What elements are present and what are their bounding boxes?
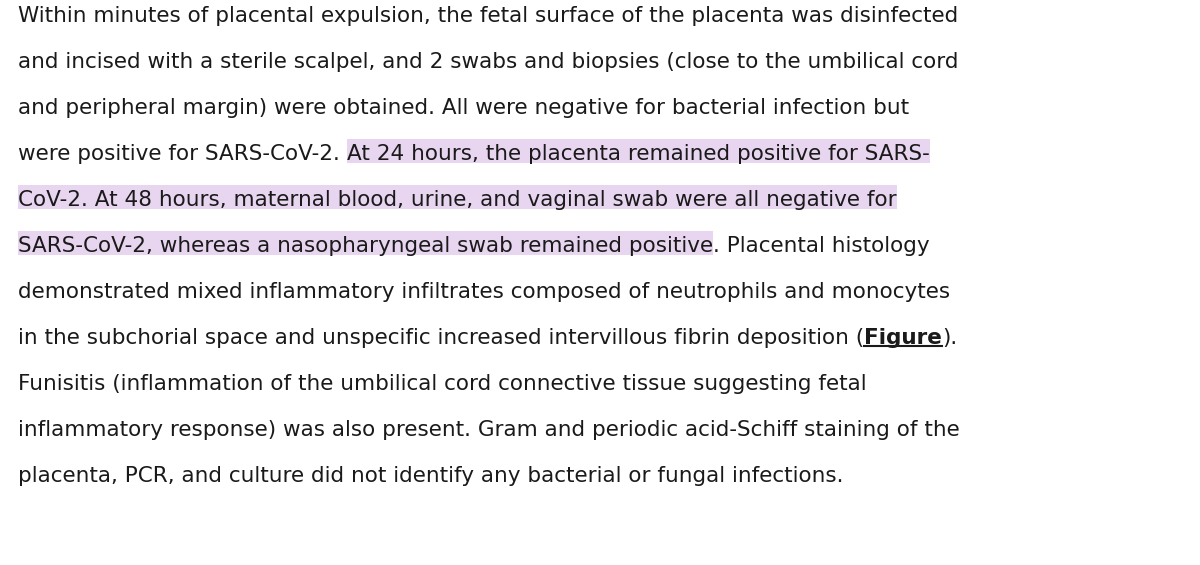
Text: CoV-2. At 48 hours, maternal blood, urine, and vaginal swab were all negative fo: CoV-2. At 48 hours, maternal blood, urin… xyxy=(18,190,896,210)
Text: At 24 hours, the placenta remained positive for SARS-: At 24 hours, the placenta remained posit… xyxy=(347,144,930,164)
Text: were positive for SARS-CoV-2.: were positive for SARS-CoV-2. xyxy=(18,144,347,164)
Text: inflammatory response) was also present. Gram and periodic acid-Schiff staining : inflammatory response) was also present.… xyxy=(18,420,960,440)
Bar xyxy=(347,139,930,163)
Text: and incised with a sterile scalpel, and 2 swabs and biopsies (close to the umbil: and incised with a sterile scalpel, and … xyxy=(18,52,959,72)
Text: Funisitis (inflammation of the umbilical cord connective tissue suggesting fetal: Funisitis (inflammation of the umbilical… xyxy=(18,374,866,394)
Text: and peripheral margin) were obtained. All were negative for bacterial infection : and peripheral margin) were obtained. Al… xyxy=(18,98,910,118)
Text: in the subchorial space and unspecific increased intervillous fibrin deposition : in the subchorial space and unspecific i… xyxy=(18,328,864,348)
Text: placenta, PCR, and culture did not identify any bacterial or fungal infections.: placenta, PCR, and culture did not ident… xyxy=(18,466,844,486)
Text: Figure: Figure xyxy=(864,328,942,348)
Text: demonstrated mixed inflammatory infiltrates composed of neutrophils and monocyte: demonstrated mixed inflammatory infiltra… xyxy=(18,282,950,302)
Bar xyxy=(18,185,896,209)
Text: SARS-CoV-2, whereas a nasopharyngeal swab remained positive: SARS-CoV-2, whereas a nasopharyngeal swa… xyxy=(18,236,713,256)
Text: Within minutes of placental expulsion, the fetal surface of the placenta was dis: Within minutes of placental expulsion, t… xyxy=(18,6,959,26)
Text: . Placental histology: . Placental histology xyxy=(713,236,930,256)
Text: ).: ). xyxy=(942,328,958,348)
Bar xyxy=(18,231,713,255)
